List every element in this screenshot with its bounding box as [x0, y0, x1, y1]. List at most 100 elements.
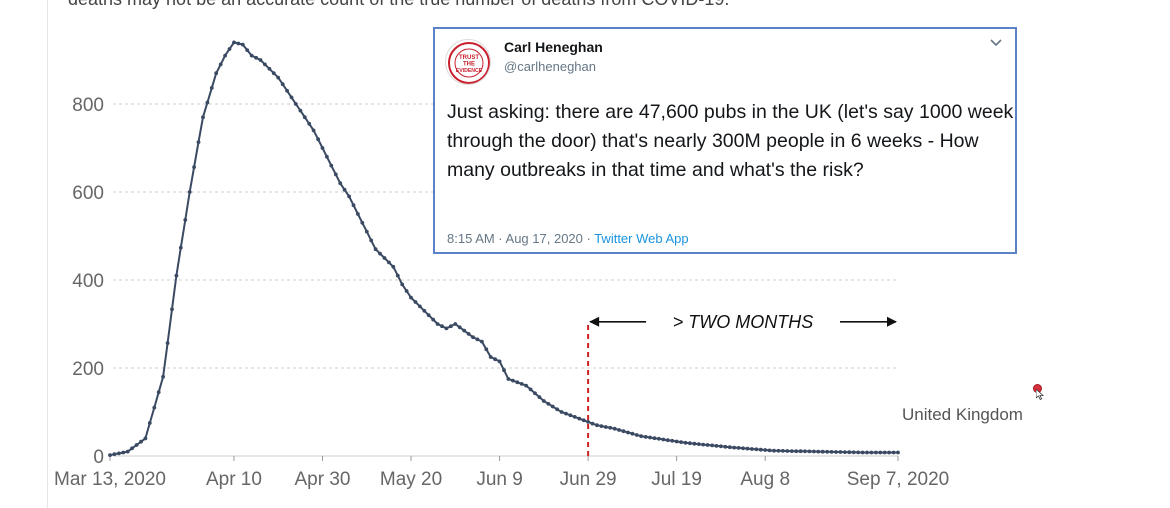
data-point — [758, 447, 763, 452]
data-point — [156, 390, 161, 395]
data-point — [710, 443, 714, 448]
data-point — [307, 121, 312, 126]
data-point — [426, 313, 431, 318]
data-point — [170, 307, 174, 312]
data-point — [391, 264, 396, 269]
data-point — [794, 449, 799, 454]
data-point — [329, 163, 334, 168]
data-point — [736, 446, 741, 450]
data-point — [679, 440, 683, 444]
data-point — [161, 374, 166, 379]
data-point — [586, 420, 590, 424]
data-point — [502, 368, 506, 373]
data-point — [457, 325, 462, 330]
data-point — [754, 447, 759, 452]
data-point — [294, 102, 298, 106]
data-point — [714, 444, 719, 448]
data-point — [874, 450, 878, 455]
data-point — [599, 424, 604, 428]
data-point — [174, 273, 179, 278]
avatar[interactable]: TRUST THE EVIDENCE — [445, 39, 491, 85]
data-point — [843, 450, 847, 454]
chevron-down-icon[interactable] — [989, 38, 1003, 48]
data-point — [803, 449, 807, 454]
svg-text:TRUST: TRUST — [459, 55, 479, 61]
tweet-body: Just asking: there are 47,600 pubs in th… — [447, 101, 1014, 181]
data-point — [847, 450, 852, 455]
data-point — [519, 382, 524, 386]
data-point — [670, 438, 675, 443]
x-tick-label: May 20 — [380, 469, 442, 490]
data-point — [789, 449, 794, 453]
tweet-card[interactable]: TRUST THE EVIDENCE Carl Heneghan @carlhe… — [433, 27, 1017, 254]
x-tick-label: Mar 13, 2020 — [54, 469, 166, 490]
data-point — [285, 88, 289, 93]
data-point — [825, 449, 830, 454]
tweet-author-handle[interactable]: @carlheneghan — [504, 59, 596, 74]
data-point — [878, 450, 883, 455]
data-point — [621, 429, 626, 434]
data-point — [559, 410, 564, 414]
left-arrowhead-icon — [589, 316, 600, 327]
data-point — [506, 377, 511, 381]
data-point — [533, 391, 537, 396]
data-point — [320, 146, 325, 150]
data-point — [820, 449, 825, 454]
data-point — [240, 42, 245, 47]
data-point — [568, 413, 573, 418]
data-point — [643, 435, 648, 439]
tweet-timestamp[interactable]: 8:15 AM · Aug 17, 2020 · — [447, 231, 595, 246]
data-point — [236, 41, 241, 46]
data-point — [626, 430, 630, 435]
data-point — [590, 421, 595, 426]
tweet-author-name[interactable]: Carl Heneghan — [504, 39, 603, 55]
x-tick-label: Aug 8 — [740, 469, 790, 490]
y-tick-label: 200 — [72, 359, 104, 380]
data-point — [201, 115, 205, 120]
data-point — [121, 450, 126, 455]
data-point — [302, 115, 307, 120]
tweet-source-link[interactable]: Twitter Web App — [594, 231, 689, 246]
data-point — [692, 441, 697, 446]
data-point — [511, 378, 515, 383]
data-point — [524, 383, 528, 388]
data-point — [634, 433, 639, 437]
data-point — [387, 260, 391, 265]
tweet-meta: 8:15 AM · Aug 17, 2020 · Twitter Web App — [447, 231, 689, 246]
data-point — [338, 181, 343, 186]
data-point — [325, 154, 329, 159]
data-point — [214, 71, 219, 76]
y-tick-label: 400 — [72, 271, 104, 292]
data-point — [860, 450, 865, 455]
data-point — [117, 451, 121, 456]
data-point — [453, 322, 458, 326]
data-point — [581, 418, 586, 423]
data-point — [395, 273, 400, 278]
x-axis-ticks: Mar 13, 2020 Apr 10 Apr 30 May 20 Jun 9 Jun 2… — [54, 456, 949, 490]
y-axis-ticks: 0 200 400 600 800 — [72, 95, 104, 468]
data-point — [493, 357, 497, 362]
data-point — [688, 441, 692, 446]
trust-the-evidence-logo-icon: TRUST THE EVIDENCE — [448, 42, 490, 84]
data-point — [316, 137, 320, 142]
data-point — [856, 450, 861, 455]
data-point — [564, 411, 568, 416]
data-point — [187, 190, 192, 194]
data-point — [838, 450, 843, 454]
data-point — [125, 449, 130, 454]
y-tick-label: 800 — [72, 95, 104, 116]
data-point — [152, 405, 157, 410]
data-point — [471, 335, 475, 340]
data-point — [271, 71, 276, 76]
svg-text:EVIDENCE: EVIDENCE — [456, 68, 483, 74]
data-point — [816, 449, 821, 454]
data-point — [528, 387, 533, 392]
data-point — [701, 442, 706, 447]
data-point — [356, 212, 360, 216]
data-point — [254, 55, 258, 60]
annotation-group: > TWO MONTHS — [587, 312, 897, 456]
x-tick-label: Sep 7, 2020 — [847, 469, 949, 490]
data-point — [630, 431, 635, 436]
data-point — [400, 282, 405, 287]
data-point — [435, 322, 440, 326]
